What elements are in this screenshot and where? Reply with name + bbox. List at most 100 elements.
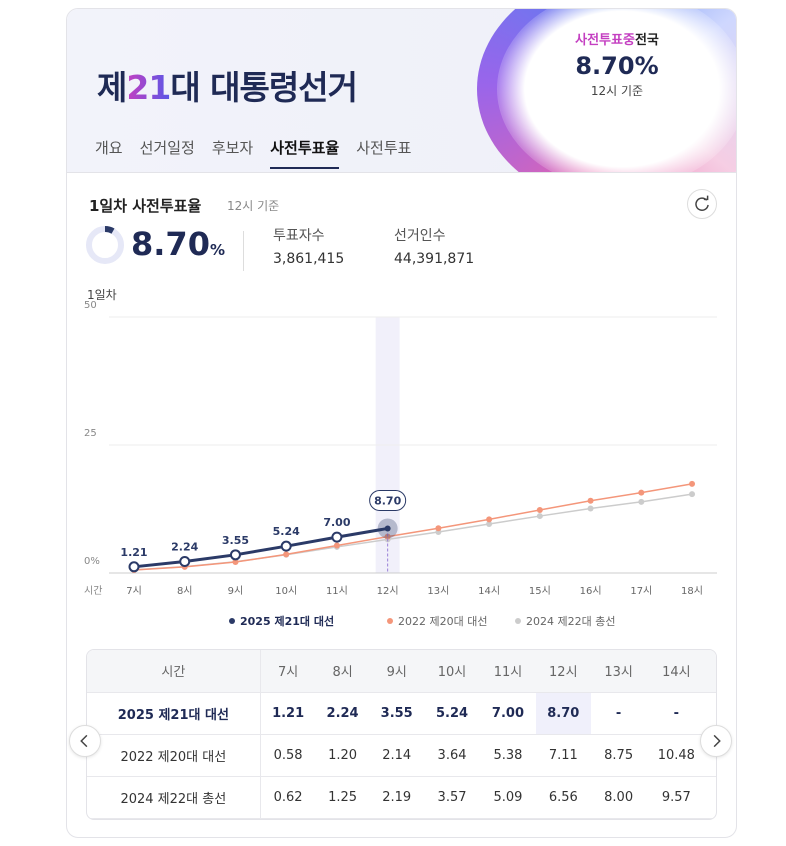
legend-swatch bbox=[387, 618, 393, 624]
prev-button[interactable] bbox=[69, 725, 101, 757]
table-cell: 3.55 bbox=[369, 692, 424, 735]
summary-title: 1일차 사전투표율 bbox=[89, 197, 202, 215]
x-tick-label: 15시 bbox=[529, 585, 551, 597]
status: 전국 bbox=[634, 33, 659, 48]
header-cell: 8시 bbox=[315, 650, 370, 693]
x-tick-label: 7시 bbox=[126, 585, 142, 597]
tabs: 개요 선거일정 후보자 사전투표율 사전투표 bbox=[95, 137, 411, 169]
point bbox=[638, 489, 645, 496]
x-tick-label: 11시 bbox=[326, 585, 348, 597]
point bbox=[536, 513, 543, 520]
stat-label: 투표자수 bbox=[273, 228, 325, 244]
donut bbox=[86, 225, 124, 264]
table-cell: 0.62 bbox=[260, 776, 316, 819]
data-label: 8.70 bbox=[374, 494, 401, 507]
x-axis-label: 시간 bbox=[84, 585, 102, 597]
table-cell: 5.24 bbox=[423, 692, 481, 735]
header-cell: 12시 bbox=[535, 650, 591, 693]
badge: 사전투표중전국 8.70% 12시 기준 bbox=[527, 29, 707, 99]
chart-subtitle: 1일차 bbox=[87, 288, 117, 302]
point bbox=[331, 531, 343, 543]
summary-basis: 12시 기준 bbox=[227, 199, 280, 213]
point bbox=[587, 505, 594, 512]
point bbox=[179, 556, 191, 568]
tab[interactable]: 사전투표율 bbox=[270, 137, 340, 169]
stat: 선거인수 44,391,871 bbox=[394, 225, 474, 267]
point bbox=[587, 497, 594, 504]
decoration bbox=[497, 9, 736, 172]
table-cell: - bbox=[646, 692, 707, 735]
data-label: 1.21 bbox=[120, 546, 147, 559]
tab[interactable]: 개요 bbox=[95, 139, 123, 157]
point bbox=[283, 551, 290, 558]
data-label: 2.24 bbox=[171, 541, 198, 554]
header: 제21대 대통령선거 개요 선거일정 후보자 사전투표율 사전투표 사전투표중전국 8.… bbox=[67, 9, 736, 173]
point bbox=[638, 498, 645, 505]
point bbox=[486, 516, 493, 523]
row-name: 2024 제22대 총선 bbox=[87, 776, 261, 819]
legend-swatch bbox=[229, 618, 235, 624]
table-cell: 5.09 bbox=[480, 776, 536, 819]
table: 시간7시8시9시10시11시12시13시14시15시16시17시18시2025 … bbox=[87, 650, 716, 819]
table-cell: 7.11 bbox=[535, 734, 591, 777]
header-cell: 9시 bbox=[369, 650, 424, 693]
header-cell: 시간 bbox=[87, 650, 261, 693]
election-card: 제21대 대통령선거 개요 선거일정 후보자 사전투표율 사전투표 사전투표중전국 8.… bbox=[66, 8, 737, 838]
row-name: 2022 제20대 대선 bbox=[87, 734, 261, 777]
point bbox=[384, 525, 391, 532]
title-part: 21 bbox=[126, 68, 171, 107]
table-cell: 8.70 bbox=[535, 692, 591, 735]
table-row: 2024 제22대 총선 0.62 1.25 2.19 3.57 5.09 6.56 8.00… bbox=[87, 776, 716, 819]
table-cell: 6.56 bbox=[535, 776, 591, 819]
x-tick-label: 18시 bbox=[681, 585, 703, 597]
chart: 1일차 0% 25 50 시간 7시 8시 9시 10시 11시 12시 13시 14시 15시 16시 17… bbox=[84, 288, 717, 628]
data-label: 3.55 bbox=[222, 534, 249, 547]
table-cell: 10.48 bbox=[646, 734, 707, 777]
table-row: 2025 제21대 대선1.212.243.555.247.008.70----… bbox=[87, 692, 716, 735]
x-tick-label: 13시 bbox=[427, 585, 449, 597]
point bbox=[486, 521, 493, 528]
x-tick-label: 10시 bbox=[275, 585, 297, 597]
point bbox=[232, 559, 239, 566]
stat-value: 3,861,415 bbox=[273, 251, 345, 267]
point bbox=[384, 533, 391, 540]
tab[interactable]: 선거일정 bbox=[139, 139, 195, 157]
rate-unit: % bbox=[209, 241, 225, 259]
tab[interactable]: 사전투표 bbox=[356, 139, 412, 157]
x-tick-label: 14시 bbox=[478, 585, 500, 597]
next-button[interactable] bbox=[700, 725, 732, 757]
title-part: 대 대통령선거 bbox=[170, 68, 358, 107]
data-label: 5.24 bbox=[273, 525, 300, 538]
table-cell: 8.00 bbox=[590, 776, 647, 819]
table-cell: 3.57 bbox=[423, 776, 481, 819]
legend-label: 2025 제21대 대선 bbox=[240, 614, 334, 628]
point bbox=[128, 561, 140, 573]
refresh-button[interactable] bbox=[687, 189, 717, 219]
status: 사전투표중 bbox=[575, 33, 635, 48]
x-tick-label: 9시 bbox=[228, 585, 244, 597]
table-cell: 2.14 bbox=[369, 734, 424, 777]
y-tick-label: 0% bbox=[84, 556, 100, 567]
point bbox=[689, 491, 696, 498]
table-cell: 7.00 bbox=[480, 692, 536, 735]
legend-label: 2024 제22대 총선 bbox=[526, 615, 615, 628]
stat-value: 44,391,871 bbox=[394, 251, 475, 267]
title-part: 제 bbox=[97, 68, 127, 107]
table-cell: 0.58 bbox=[260, 734, 316, 777]
table-cell: 3.64 bbox=[423, 734, 481, 777]
table-cell: 11.12 bbox=[706, 776, 716, 819]
table-cell: 2.24 bbox=[315, 692, 370, 735]
series-line bbox=[133, 483, 693, 571]
point bbox=[333, 542, 340, 549]
x-tick-label: 8시 bbox=[177, 585, 193, 597]
legend-label: 2022 제20대 대선 bbox=[398, 615, 487, 628]
tab[interactable]: 후보자 bbox=[211, 139, 254, 157]
point bbox=[435, 525, 442, 532]
header-cell: 14시 bbox=[646, 650, 707, 693]
table-cell: 1.25 bbox=[315, 776, 370, 819]
data-label: 7.00 bbox=[323, 516, 350, 529]
y-tick-label: 25 bbox=[84, 428, 97, 439]
x-tick-label: 17시 bbox=[630, 585, 652, 597]
series-line bbox=[133, 526, 388, 569]
